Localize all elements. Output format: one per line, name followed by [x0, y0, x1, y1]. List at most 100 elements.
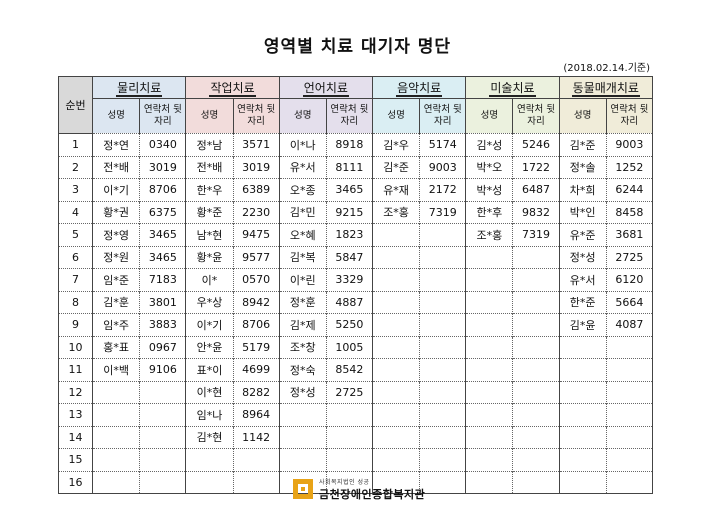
patient-name: 김*우: [371, 133, 420, 156]
patient-name: [92, 425, 140, 449]
table-row: 10 홍*표 0967 안*윤 5179 조*창 1005: [57, 335, 654, 359]
phone-last-digits: 8458: [605, 200, 654, 224]
category-header: 물리치료: [92, 76, 187, 99]
patient-name: 정*성: [278, 380, 327, 404]
patient-name: [278, 403, 327, 426]
phone-last-digits: [605, 335, 654, 359]
category-label: 언어치료: [302, 81, 349, 97]
phone-last-digits: [512, 425, 560, 449]
patient-name: 오*종: [278, 178, 327, 201]
phone-last-digits: 1722: [512, 155, 560, 179]
patient-name: [185, 448, 234, 471]
table-row: 16: [57, 470, 654, 494]
phone-last-digits: 6389: [232, 178, 280, 201]
phone-last-digits: 9003: [419, 155, 467, 179]
category-label: 물리치료: [116, 81, 163, 97]
phone-last-digits: 2725: [325, 380, 374, 404]
phone-last-digits: 8282: [232, 380, 280, 404]
phone-last-digits: [139, 448, 187, 471]
patient-name: 정*연: [92, 133, 140, 156]
phone-last-digits: 4087: [605, 313, 654, 336]
patient-name: 우*상: [185, 290, 234, 314]
phone-last-digits: [419, 380, 467, 404]
row-number: 3: [57, 178, 94, 201]
phone-last-digits: [419, 403, 467, 426]
phone-last-digits: 4699: [232, 358, 280, 381]
phone-last-digits: 8964: [232, 403, 280, 426]
phone-last-digits: [605, 425, 654, 449]
phone-last-digits: 3681: [605, 223, 654, 246]
patient-name: 유*서: [558, 268, 607, 291]
patient-name: 김*준: [558, 133, 607, 156]
phone-last-digits: 3883: [139, 313, 187, 336]
phone-last-digits: 8706: [232, 313, 280, 336]
patient-name: [465, 290, 513, 314]
patient-name: 임*준: [92, 268, 140, 291]
phone-last-digits: 2725: [605, 245, 654, 269]
row-number: 9: [57, 313, 94, 336]
phone-last-digits: [325, 425, 374, 449]
patient-name: 김*현: [185, 425, 234, 449]
patient-name: 차*희: [558, 178, 607, 201]
phone-last-digits: [419, 470, 467, 494]
table-row: 5 정*영 3465 남*현 9475 오*혜 1823 조*홍 7319 유*준 3681: [57, 223, 654, 246]
category-header-row: 순번 물리치료 작업치료 언어치료 음악치료 미술치료 동물매개치료: [57, 76, 654, 134]
phone-last-digits: [139, 470, 187, 494]
category-header: 음악치료: [371, 76, 467, 99]
row-number: 11: [57, 358, 94, 381]
table-row: 6 정*원 3465 황*윤 9577 김*복 5847 정*성 2725: [57, 245, 654, 269]
row-number: 15: [57, 448, 94, 471]
phone-last-digits: 3801: [139, 290, 187, 314]
phone-last-digits: [512, 448, 560, 471]
patient-name: [465, 380, 513, 404]
phone-last-digits: 6487: [512, 178, 560, 201]
table-row: 1 정*연 0340 정*남 3571 이*나 8918 김*우 5174 김*성 5246 김*준 9…: [57, 133, 654, 156]
phone-last-digits: [512, 313, 560, 336]
table-row: 8 김*훈 3801 우*상 8942 정*훈 4887 한*준 5664: [57, 290, 654, 314]
footer-org: 사회복지법인 성공 금천장애인종합복지관: [293, 476, 425, 502]
phone-last-digits: 9475: [232, 223, 280, 246]
patient-name: [465, 470, 513, 494]
table-row: 3 이*기 8706 한*우 6389 오*종 3465 유*재 2172 박*성 6487 차*희 6…: [57, 178, 654, 201]
patient-name: [465, 313, 513, 336]
phone-last-digits: 1252: [605, 155, 654, 179]
name-column-header: 성명: [92, 98, 141, 134]
phone-last-digits: 4887: [325, 290, 374, 314]
patient-name: [371, 470, 420, 494]
patient-name: [558, 380, 607, 404]
phone-last-digits: [139, 425, 187, 449]
phone-last-digits: 5847: [325, 245, 374, 269]
phone-last-digits: 3465: [139, 223, 187, 246]
patient-name: 전*배: [185, 155, 234, 179]
phone-last-digits: 9106: [139, 358, 187, 381]
row-number: 1: [57, 133, 94, 156]
phone-column-header: 연락처 뒷자리: [139, 98, 187, 134]
category-label: 동물매개치료: [571, 81, 640, 97]
phone-last-digits: [419, 358, 467, 381]
patient-name: 임*주: [92, 313, 140, 336]
patient-name: [371, 358, 420, 381]
patient-name: 정*원: [92, 245, 140, 269]
patient-name: 표*이: [185, 358, 234, 381]
row-number: 14: [57, 425, 94, 449]
category-label: 음악치료: [396, 81, 443, 97]
phone-last-digits: 3465: [139, 245, 187, 269]
category-header: 동물매개치료: [558, 76, 654, 99]
phone-last-digits: 8111: [325, 155, 374, 179]
row-number: 4: [57, 200, 94, 224]
phone-last-digits: [512, 290, 560, 314]
patient-name: 안*윤: [185, 335, 234, 359]
patient-name: [558, 448, 607, 471]
footer-org-name: 금천장애인종합복지관: [319, 487, 426, 501]
patient-name: [558, 335, 607, 359]
patient-name: [558, 425, 607, 449]
phone-last-digits: [605, 358, 654, 381]
patient-name: [371, 380, 420, 404]
phone-last-digits: 2230: [232, 200, 280, 224]
phone-last-digits: [605, 380, 654, 404]
phone-last-digits: 1005: [325, 335, 374, 359]
patient-name: [92, 470, 140, 494]
patient-name: 김*훈: [92, 290, 140, 314]
phone-last-digits: 9003: [605, 133, 654, 156]
patient-name: 유*서: [278, 155, 327, 179]
